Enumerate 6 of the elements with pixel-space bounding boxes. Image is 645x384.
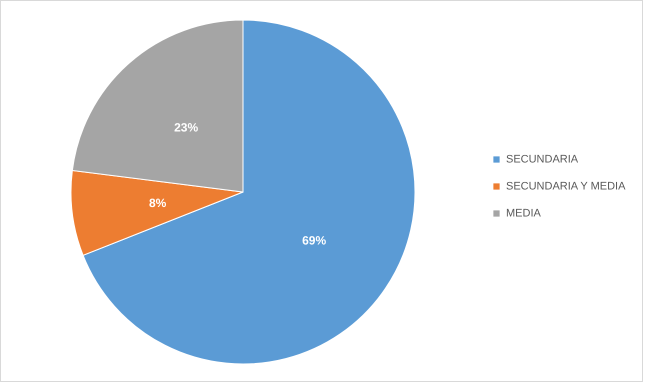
legend-label: MEDIA <box>506 208 542 220</box>
data-label: 8% <box>149 196 167 210</box>
legend-label: SECUNDARIA Y MEDIA <box>506 180 626 192</box>
legend-label: SECUNDARIA <box>506 154 579 166</box>
data-label: 23% <box>174 120 198 134</box>
data-label: 69% <box>302 233 326 248</box>
